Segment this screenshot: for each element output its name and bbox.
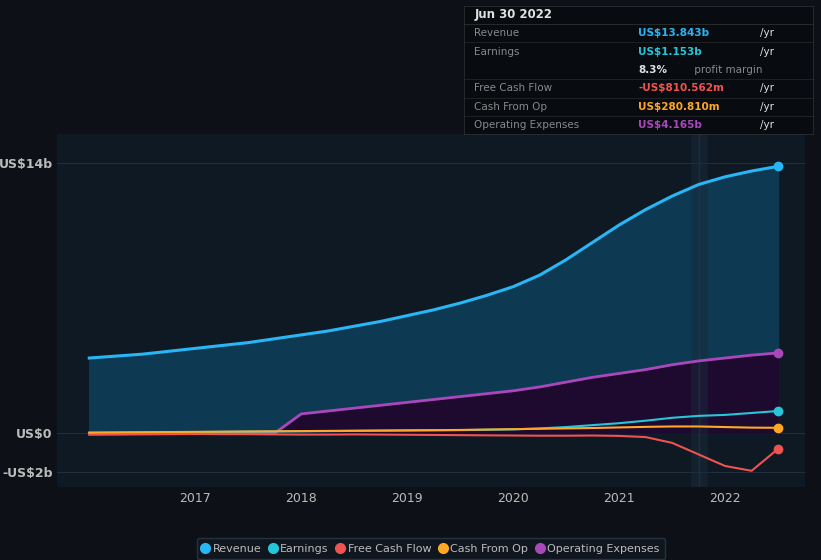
Text: US$4.165b: US$4.165b [639, 120, 702, 130]
Text: /yr: /yr [760, 102, 774, 112]
Text: US$280.810m: US$280.810m [639, 102, 720, 112]
Text: -US$810.562m: -US$810.562m [639, 83, 724, 94]
Text: Revenue: Revenue [475, 28, 520, 38]
Text: Cash From Op: Cash From Op [475, 102, 548, 112]
Text: profit margin: profit margin [690, 65, 762, 75]
Text: /yr: /yr [760, 83, 774, 94]
Text: Earnings: Earnings [475, 46, 520, 57]
Text: /yr: /yr [760, 28, 774, 38]
Text: Jun 30 2022: Jun 30 2022 [475, 8, 553, 21]
Text: Operating Expenses: Operating Expenses [475, 120, 580, 130]
Text: /yr: /yr [760, 46, 774, 57]
Text: /yr: /yr [760, 120, 774, 130]
Text: 8.3%: 8.3% [639, 65, 667, 75]
Legend: Revenue, Earnings, Free Cash Flow, Cash From Op, Operating Expenses: Revenue, Earnings, Free Cash Flow, Cash … [197, 538, 665, 559]
Text: US$13.843b: US$13.843b [639, 28, 709, 38]
Text: Free Cash Flow: Free Cash Flow [475, 83, 553, 94]
Text: US$1.153b: US$1.153b [639, 46, 702, 57]
